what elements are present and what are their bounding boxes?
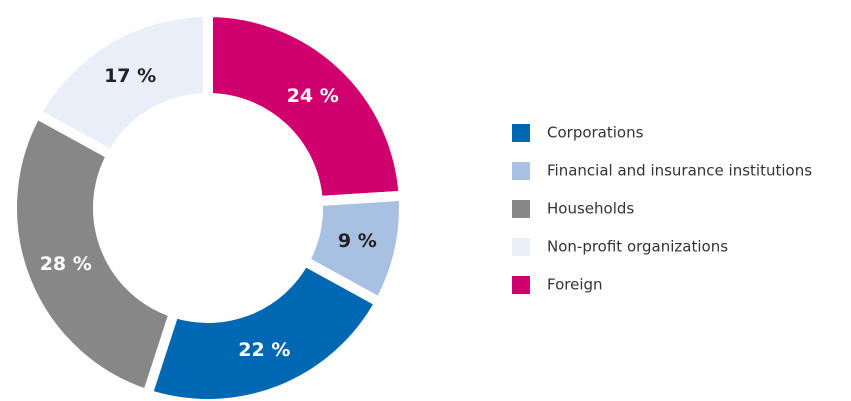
value-label: 28 %	[40, 253, 92, 275]
legend-label: Non-profit organizations	[547, 238, 728, 256]
value-label: 24 %	[287, 85, 339, 107]
legend-swatch	[512, 162, 530, 180]
legend-label: Foreign	[547, 276, 603, 294]
value-label: 17 %	[104, 65, 156, 87]
donut-segment	[141, 254, 387, 401]
legend-swatch	[512, 238, 530, 256]
donut-segment	[203, 6, 409, 207]
legend-swatch	[512, 200, 530, 218]
legend-swatch	[512, 124, 530, 142]
donut-segment	[7, 106, 181, 401]
donut-segment	[29, 6, 213, 162]
legend-label: Financial and insurance institutions	[547, 162, 812, 180]
legend-label: Households	[547, 200, 634, 218]
value-label: 22 %	[238, 339, 290, 361]
legend-label: Corporations	[547, 124, 644, 142]
value-label: 9 %	[338, 230, 377, 252]
legend-swatch	[512, 276, 530, 294]
